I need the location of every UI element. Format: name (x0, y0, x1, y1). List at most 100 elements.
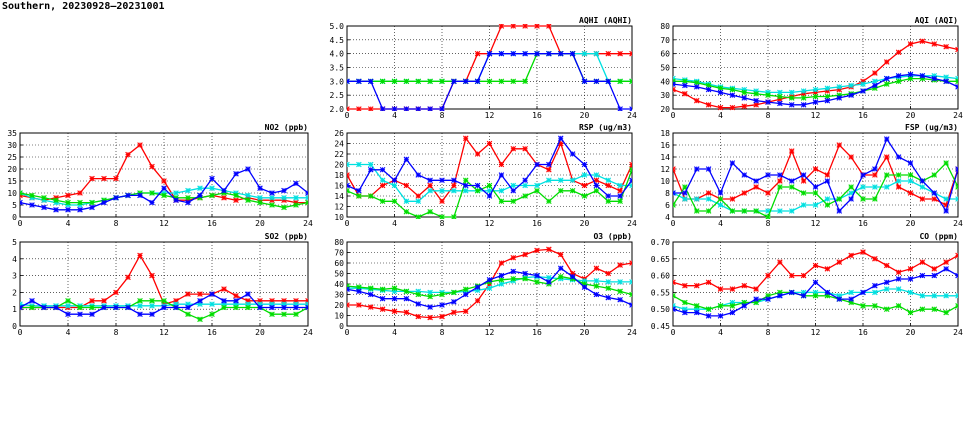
data-point (800, 292, 807, 299)
data-point (427, 208, 433, 215)
data-point (955, 78, 958, 85)
data-point (486, 140, 493, 147)
data-point (125, 151, 131, 158)
data-point (233, 304, 239, 311)
data-point (765, 272, 771, 279)
data-point (379, 78, 386, 85)
data-point (209, 311, 215, 318)
panel-title: SO2 (ppb) (265, 232, 308, 241)
data-point (931, 41, 938, 47)
data-point (347, 172, 350, 178)
data-point (717, 190, 724, 196)
data-point (836, 259, 843, 265)
data-point (391, 177, 398, 184)
data-point (498, 260, 505, 266)
data-point (356, 78, 362, 85)
data-point (717, 89, 724, 96)
x-tick-label: 4 (392, 111, 397, 120)
data-point (765, 99, 771, 105)
data-point (682, 299, 688, 306)
data-point (872, 166, 878, 172)
data-point (617, 193, 623, 199)
data-point (593, 291, 600, 298)
data-point (161, 298, 167, 304)
data-point (581, 284, 588, 290)
y-tick-label: 16 (334, 182, 344, 191)
data-point (546, 279, 552, 285)
data-point (931, 292, 938, 299)
data-point (391, 182, 398, 189)
data-point (451, 177, 457, 184)
data-point (919, 73, 926, 79)
data-point (693, 282, 700, 289)
aqi-panel: 0 4 8 12 16 20 24 20 30 40 50 60 70 80 AQI (AQI) (660, 16, 963, 120)
x-tick-label: 8 (766, 111, 771, 120)
data-point (800, 88, 807, 94)
data-point (149, 199, 155, 206)
data-point (546, 161, 552, 168)
y-tick-label: 3 (12, 272, 17, 281)
data-point (907, 309, 914, 316)
data-point (872, 256, 878, 262)
data-point (427, 106, 433, 111)
data-point (534, 24, 540, 29)
y-tick-label: 0 (12, 213, 17, 222)
data-point (848, 190, 854, 196)
data-point (617, 182, 623, 189)
data-point (149, 303, 155, 309)
data-point (379, 295, 386, 302)
data-point (569, 177, 576, 184)
data-point (347, 286, 350, 293)
data-point (546, 177, 552, 184)
data-point (860, 289, 866, 296)
y-tick-label: 24 (334, 140, 344, 149)
data-point (498, 277, 505, 283)
data-point (113, 175, 119, 182)
data-point (173, 190, 179, 196)
data-point (673, 86, 676, 93)
data-point (451, 309, 457, 316)
data-point (245, 197, 251, 203)
data-point (439, 291, 445, 298)
data-point (777, 178, 783, 184)
data-point (269, 202, 275, 208)
data-point (462, 177, 469, 184)
data-point (451, 299, 457, 305)
y-tick-label: 5 (12, 201, 17, 210)
data-point (693, 79, 700, 86)
data-point (293, 304, 299, 311)
data-point (673, 279, 676, 286)
data-point (907, 41, 914, 47)
data-point (682, 282, 688, 289)
data-point (605, 182, 612, 189)
data-point (439, 214, 445, 219)
data-point (812, 184, 819, 190)
data-point (617, 262, 623, 268)
data-point (498, 24, 505, 29)
plot-frame (19, 241, 309, 327)
data-point (824, 289, 831, 296)
data-point (197, 298, 203, 304)
y-tick-label: 5.0 (330, 22, 345, 31)
data-point (955, 166, 958, 172)
data-point (41, 195, 47, 201)
data-point (137, 252, 143, 259)
x-tick-label: 4 (392, 219, 397, 228)
data-point (919, 184, 926, 190)
y-tick-label: 1 (12, 305, 17, 314)
data-point (777, 93, 783, 100)
data-point (943, 259, 949, 265)
data-point (848, 196, 854, 202)
data-point (593, 283, 600, 289)
x-tick-label: 20 (906, 111, 916, 120)
data-point (356, 187, 362, 194)
data-point (931, 172, 938, 178)
data-point (693, 303, 700, 309)
data-point (581, 50, 588, 57)
data-point (281, 195, 287, 201)
data-point (943, 160, 949, 166)
data-point (919, 178, 926, 184)
plot-frame (19, 132, 309, 218)
data-point (462, 187, 469, 194)
data-point (605, 78, 612, 85)
